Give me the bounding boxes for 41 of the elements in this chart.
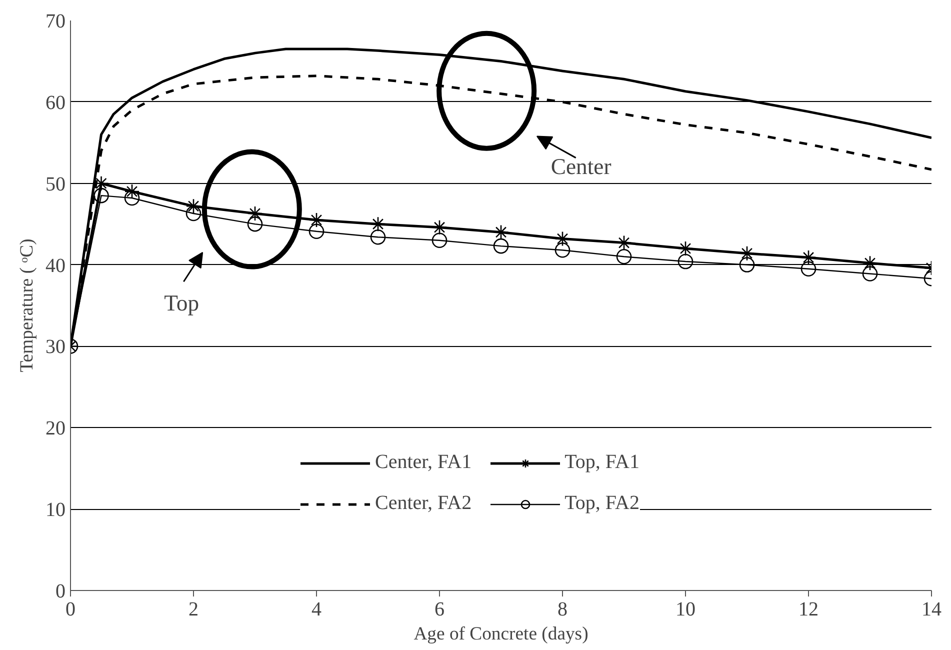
y-tick-label: 30	[46, 336, 66, 358]
y-tick-label: 50	[46, 173, 66, 196]
point	[678, 254, 694, 270]
y-tick-label: 70	[46, 10, 66, 32]
y-tick-label: 60	[46, 92, 66, 114]
x-axis-title: Age of Concrete (days)	[414, 624, 588, 644]
legend-label: Center, FA2	[375, 492, 472, 515]
point	[862, 266, 878, 282]
point	[493, 238, 509, 254]
legend-label: Top, FA1	[564, 451, 640, 474]
y-axis-title: Temperature ( ᵒC)	[16, 238, 38, 372]
x-tick-label: 10	[676, 598, 696, 620]
point	[308, 212, 324, 228]
point	[554, 242, 570, 258]
point	[800, 261, 816, 276]
legend-label: Center, FA1	[375, 451, 472, 474]
point	[616, 249, 632, 264]
x-tick-label: 14	[922, 598, 942, 620]
point	[493, 224, 509, 240]
point	[678, 240, 694, 256]
point	[432, 232, 448, 248]
y-tick-label: 0	[56, 580, 66, 602]
x-tick-label: 4	[312, 598, 322, 620]
point	[94, 188, 109, 204]
point	[247, 206, 263, 222]
annotation: Top	[164, 290, 200, 316]
point	[370, 229, 386, 245]
x-tick-label: 8	[558, 598, 568, 620]
point	[370, 216, 386, 232]
annotation: Center	[550, 154, 612, 179]
y-tick-label: 10	[46, 499, 66, 522]
x-tick-label: 12	[798, 598, 818, 620]
point	[308, 224, 324, 240]
point	[739, 257, 755, 272]
point	[800, 250, 816, 266]
legend-label: Top, FA2	[564, 492, 640, 515]
x-tick-label: 6	[434, 598, 444, 620]
y-tick-label: 20	[46, 418, 66, 440]
point	[247, 216, 263, 232]
x-tick-label: 2	[188, 598, 198, 620]
y-tick-label: 40	[46, 254, 66, 277]
